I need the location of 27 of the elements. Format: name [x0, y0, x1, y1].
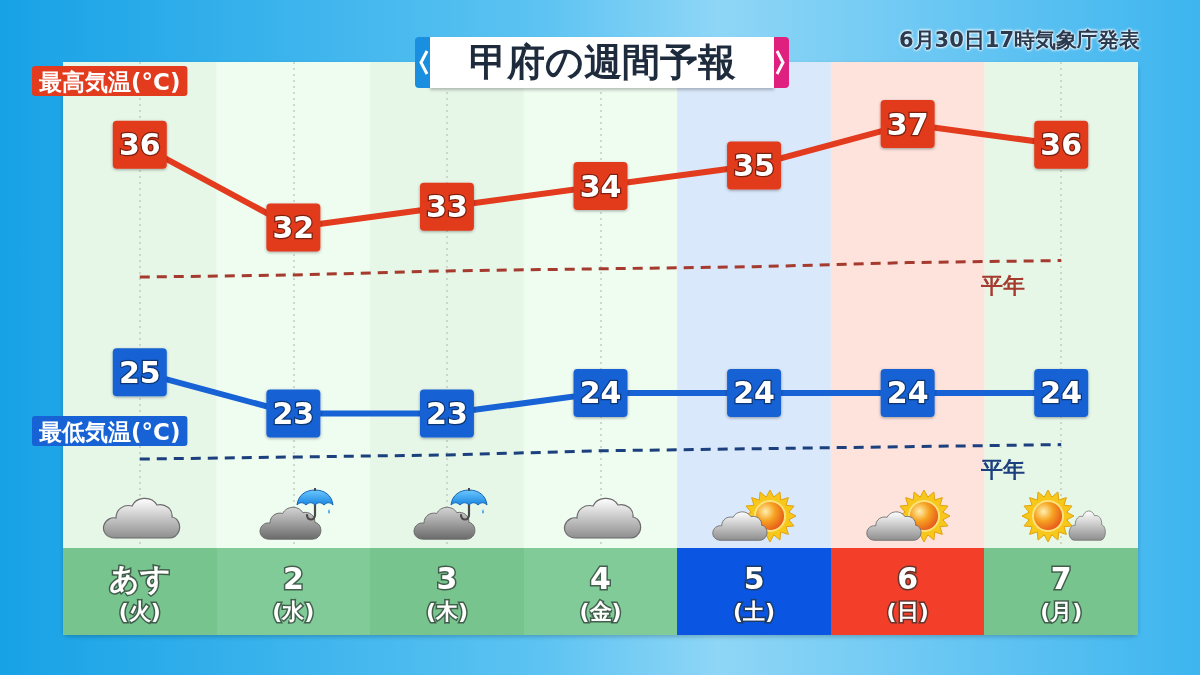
data-label: 36 — [118, 127, 161, 163]
x-tick-label: 2 (水) — [272, 560, 315, 624]
x-tick-label: 3 (木) — [425, 560, 468, 624]
x-tick-label: 5 (土) — [733, 560, 776, 624]
data-label: 33 — [426, 189, 468, 225]
data-label: 23 — [426, 396, 468, 432]
chart-title: 甲府の週間予報 — [468, 39, 736, 86]
data-label: 35 — [733, 147, 775, 183]
text: 最高気温(°C) — [38, 68, 181, 95]
text: 6月30日17時気象庁発表 — [898, 27, 1140, 54]
data-label: 25 — [118, 354, 161, 390]
series-label: 平年 — [980, 457, 1026, 483]
data-label: 37 — [886, 106, 929, 142]
series-label: 平年 — [980, 273, 1026, 299]
data-label: 24 — [886, 375, 929, 411]
data-label: 24 — [579, 375, 622, 411]
x-tick-label: 6 (日) — [886, 560, 929, 624]
data-label: 24 — [1040, 375, 1083, 411]
data-label: 36 — [1040, 127, 1083, 163]
data-label: 24 — [733, 375, 775, 411]
data-label: 32 — [272, 209, 315, 245]
x-tick-label: 4 (金) — [579, 560, 622, 624]
data-label: 23 — [272, 396, 315, 432]
x-tick-label: あす (火) — [108, 560, 171, 624]
x-tick-label: 7 (月) — [1040, 560, 1083, 624]
legend-label: 最低気温(°C) — [38, 418, 181, 445]
data-label: 34 — [579, 168, 622, 204]
